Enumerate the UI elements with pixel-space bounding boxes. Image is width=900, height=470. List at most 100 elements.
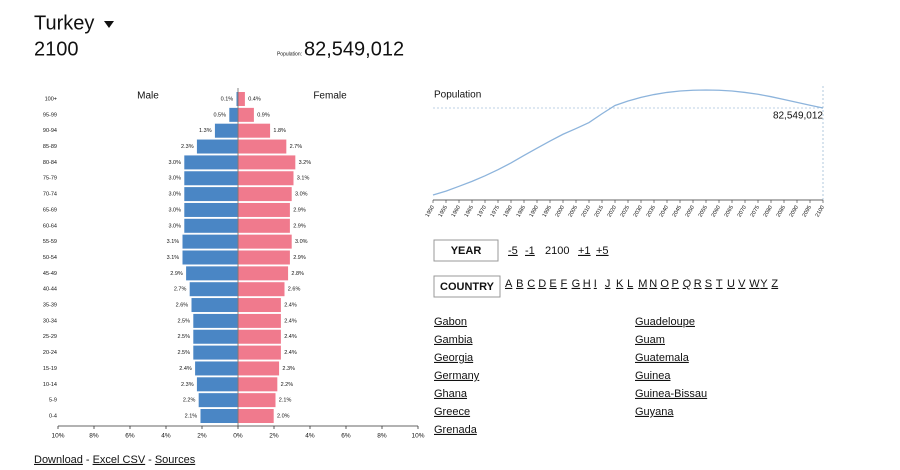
letter-link[interactable]: F [561,278,568,290]
country-name[interactable]: Turkey [34,12,94,34]
x-tick-label: 4% [305,433,315,440]
year-button[interactable] [433,239,499,262]
country-button-label[interactable]: COUNTRY [440,281,495,293]
country-link[interactable]: Germany [434,370,480,382]
male-bar [199,408,239,424]
female-value-label: 2.2% [281,382,294,388]
country-link[interactable]: Guatemala [635,352,690,364]
legend-male: Male [137,91,159,102]
female-value-label: 2.8% [291,271,304,277]
year-step[interactable]: -1 [525,245,535,257]
age-label: 75-79 [43,176,57,182]
age-label: 20-24 [43,350,57,356]
female-bar [237,91,246,107]
x-tick-label: 8% [89,433,99,440]
letter-link[interactable]: T [716,278,723,290]
male-value-label: 2.3% [181,144,194,150]
letter-link[interactable]: U [727,278,735,290]
male-bar [183,170,239,186]
female-value-label: 2.4% [284,350,297,356]
x-tick-label: 6% [341,433,351,440]
female-value-label: 0.9% [257,112,270,118]
male-bar [196,376,239,392]
country-link[interactable]: Guinea-Bissau [635,388,707,400]
female-bar [237,392,277,408]
country-link[interactable]: Grenada [434,424,478,436]
letter-link[interactable]: A [505,278,513,290]
age-label: 65-69 [43,207,57,213]
male-bar [189,281,239,297]
country-link[interactable]: Greece [434,406,470,418]
footer-link[interactable]: Excel CSV [93,454,146,466]
letter-link[interactable]: G [572,278,581,290]
x-tick-label: 2095 [802,205,813,219]
letter-link[interactable]: L [627,278,633,290]
male-value-label: 3.0% [168,207,181,213]
letter-link[interactable]: W [749,278,760,290]
letter-link[interactable]: C [527,278,535,290]
year-button-label[interactable]: YEAR [451,245,482,257]
letter-link[interactable]: B [516,278,523,290]
year-step[interactable]: +5 [596,245,609,257]
letter-link[interactable]: M [638,278,647,290]
female-value-label: 2.9% [293,255,306,261]
population-total: 82,549,012 [304,38,404,60]
footer-link[interactable]: Sources [155,454,196,466]
letter-link[interactable]: Q [683,278,692,290]
age-label: 5-9 [49,398,57,404]
x-tick-label: 2020 [607,205,618,219]
country-button[interactable] [433,275,501,298]
country-link[interactable]: Guyana [635,406,674,418]
female-bar [237,218,291,234]
age-label: 25-29 [43,334,57,340]
country-link[interactable]: Gabon [434,316,467,328]
female-value-label: 2.0% [277,413,290,419]
male-value-label: 2.7% [174,287,187,293]
country-link[interactable]: Guadeloupe [635,316,695,328]
country-link[interactable]: Ghana [434,388,468,400]
male-value-label: 0.1% [221,96,234,102]
letter-link[interactable]: I [594,278,597,290]
letter-link[interactable]: K [616,278,624,290]
letter-link[interactable]: S [705,278,712,290]
age-label: 95-99 [43,112,57,118]
letter-link[interactable]: E [549,278,556,290]
header-year: 2100 [34,38,79,60]
male-bar [181,249,239,266]
age-label: 85-89 [43,144,57,150]
letter-link[interactable]: D [538,278,546,290]
country-link[interactable]: Guinea [635,370,671,382]
letter-link[interactable]: Y [760,278,768,290]
female-bar [237,234,293,250]
x-tick-label: 2065 [724,205,735,219]
female-value-label: 3.0% [295,192,308,198]
letter-link[interactable]: Z [771,278,778,290]
year-step[interactable]: +1 [578,245,591,257]
x-tick-label: 2015 [594,205,605,219]
country-link[interactable]: Gambia [434,334,473,346]
letter-link[interactable]: N [649,278,657,290]
letter-link[interactable]: P [672,278,679,290]
letter-link[interactable]: O [660,278,669,290]
male-bar [228,107,239,123]
x-tick-label: 2090 [789,205,800,219]
country-link[interactable]: Georgia [434,352,474,364]
male-value-label: 1.3% [199,128,212,134]
population-line [432,89,824,196]
x-tick-label: 2030 [633,205,644,219]
country-link[interactable]: Guam [635,334,665,346]
letter-link[interactable]: V [738,278,746,290]
year-step[interactable]: -5 [508,245,518,257]
age-label: 55-59 [43,239,57,245]
male-value-label: 3.0% [168,176,181,182]
female-value-label: 1.8% [273,128,286,134]
letter-link[interactable]: R [694,278,702,290]
male-value-label: 2.5% [177,334,190,340]
letter-link[interactable]: H [583,278,591,290]
letter-link[interactable]: J [605,278,611,290]
dropdown-arrow[interactable] [104,21,114,28]
male-bar [190,297,239,313]
female-value-label: 2.4% [284,303,297,309]
male-value-label: 2.1% [185,413,198,419]
footer-link[interactable]: Download [34,454,83,466]
